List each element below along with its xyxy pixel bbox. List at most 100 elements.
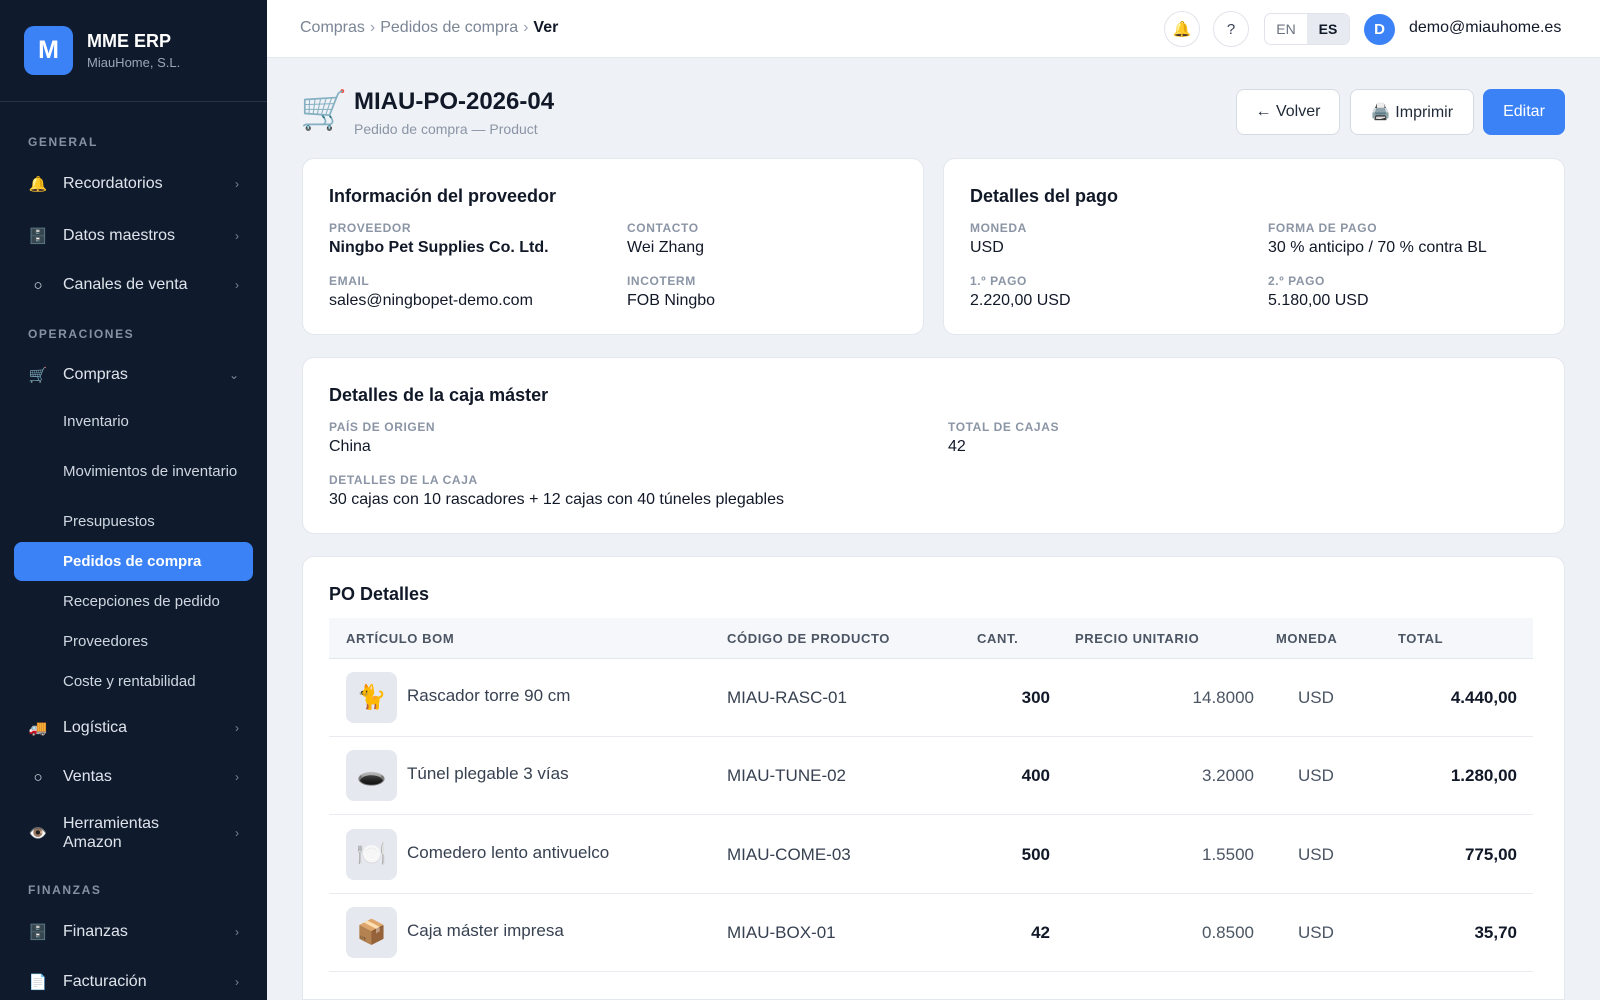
payment-method-field: FORMA DE PAGO 30 % anticipo / 70 % contr… [1268,221,1487,257]
sidebar-item-logistica[interactable]: 🚚 Logística › [14,708,253,748]
column-header[interactable]: PRECIO UNITARIO [1075,631,1200,646]
item-unit-price: 14.8000 [1192,688,1254,707]
notifications-button[interactable]: 🔔 [1164,11,1200,47]
column-header[interactable]: TOTAL [1398,631,1444,646]
chevron-down-icon: ⌄ [228,368,239,382]
field-label: EMAIL [329,274,370,288]
item-code: MIAU-TUNE-02 [727,766,847,785]
cabinet-icon: 🗄️ [28,228,48,245]
field-label: 1.º PAGO [970,274,1027,288]
table-row[interactable]: 🍽️ Comedero lento antivuelco MIAU-COME-0… [329,816,1533,894]
master-box-card-title: Detalles de la caja máster [329,385,549,405]
item-unit-price: 3.2000 [1202,766,1254,785]
field-label: CONTACTO [627,221,699,235]
sidebar-subitem-presupuestos[interactable]: Presupuestos [63,512,155,530]
chevron-right-icon: › [235,721,239,735]
sidebar-subitem-pedidos[interactable]: Pedidos de compra [14,542,253,581]
item-name: Caja máster impresa [407,921,564,940]
chevron-right-icon: › [235,925,239,939]
bell-icon: 🔔 [28,176,48,193]
avatar[interactable]: D [1364,14,1395,45]
breadcrumb: Compras › Pedidos de compra › Ver [300,19,558,37]
item-currency: USD [1298,923,1334,942]
cabinet-icon: 🗄️ [28,924,48,941]
sidebar-item-herramientas-amazon[interactable]: 👁️ Herramientas Amazon › [14,810,253,856]
payment-card-title: Detalles del pago [970,186,1119,206]
breadcrumb-pedidos[interactable]: Pedidos de compra [380,19,519,36]
table-row[interactable]: 📦 Caja máster impresa MIAU-BOX-01 42 0.8… [329,894,1533,972]
sidebar-item-facturacion[interactable]: 📄 Facturación › [14,962,253,1000]
topbar: Compras › Pedidos de compra › Ver 🔔 ? EN ES … [267,0,1600,58]
field-value: China [329,438,371,455]
sidebar-subitem-coste[interactable]: Coste y rentabilidad [63,672,196,690]
sidebar-item-recordatorios[interactable]: 🔔 Recordatorios › [14,164,253,204]
column-header[interactable]: ARTÍCULO BOM [346,631,455,646]
item-code: MIAU-BOX-01 [727,923,836,942]
chevron-right-icon: › [235,229,239,243]
page-title: MIAU-PO-2026-04 [354,88,555,115]
sidebar-item-label: Finanzas [63,923,128,940]
sidebar-subitem-inventario[interactable]: Inventario [63,412,129,430]
sidebar-subitem-proveedores[interactable]: Proveedores [63,632,149,650]
item-total: 775,00 [1465,845,1517,864]
field-value: Wei Zhang [627,239,705,256]
field-label: INCOTERM [627,274,696,288]
sidebar-item-canales-venta[interactable]: ○ Canales de venta › [14,265,253,305]
field-label: FORMA DE PAGO [1268,221,1378,235]
sidebar-item-label: Datos maestros [63,227,176,244]
lang-es-option[interactable]: ES [1307,14,1349,44]
chevron-right-icon: › [235,770,239,784]
column-header[interactable]: MONEDA [1276,631,1338,646]
field-value: 5.180,00 USD [1268,292,1369,309]
back-button[interactable]: ← Volver [1236,89,1340,135]
field-value: 2.220,00 USD [970,292,1071,309]
field-value: 30 cajas con 10 rascadores + 12 cajas co… [329,491,784,508]
product-thumbnail: 🐈 [346,672,397,723]
sidebar-item-finanzas[interactable]: 🗄️ Finanzas › [14,912,253,952]
sidebar-subitem-movimientos[interactable]: Movimientos de inventario [63,462,238,480]
lang-en-option[interactable]: EN [1276,21,1296,37]
field-label: 2.º PAGO [1268,274,1325,288]
help-button[interactable]: ? [1213,11,1249,47]
sidebar-item-ventas[interactable]: ○ Ventas › [14,757,253,797]
item-code: MIAU-RASC-01 [727,688,847,707]
po-details-title: PO Detalles [329,584,430,604]
sidebar-item-label: Herramientas Amazon [63,815,160,851]
table-row[interactable]: 🐈 Rascador torre 90 cm MIAU-RASC-01 300 … [329,659,1533,737]
item-name: Rascador torre 90 cm [407,686,571,705]
incoterm-field: INCOTERM FOB Ningbo [627,274,715,310]
field-value: 42 [948,438,966,455]
master-box-card: Detalles de la caja máster PAÍS DE ORIGE… [302,357,1565,534]
brand-company: MiauHome, S.L. [87,55,181,70]
sidebar-item-label: Compras [63,366,128,383]
sidebar-subitem-recepciones[interactable]: Recepciones de pedido [63,592,220,610]
item-unit-price: 1.5500 [1202,845,1254,864]
user-email[interactable]: demo@miauhome.es [1409,19,1562,36]
eye-icon: 👁️ [28,825,48,842]
edit-button[interactable]: Editar [1483,89,1565,135]
table-row[interactable]: 🕳️ Túnel plegable 3 vías MIAU-TUNE-02 40… [329,737,1533,815]
column-header[interactable]: CANT. [977,631,1019,646]
product-thumbnail: 🕳️ [346,750,397,801]
section-operaciones: OPERACIONES [28,327,135,341]
sidebar-item-label: Canales de venta [63,276,188,293]
sidebar-item-compras[interactable]: 🛒 Compras ⌄ [14,355,253,395]
cart-icon: 🛒 [28,367,48,384]
document-icon: 📄 [28,974,48,991]
box-details-field: DETALLES DE LA CAJA 30 cajas con 10 rasc… [329,473,784,509]
sidebar-item-datos-maestros[interactable]: 🗄️ Datos maestros › [14,216,253,256]
contact-field: CONTACTO Wei Zhang [627,221,704,257]
chevron-right-icon: › [235,278,239,292]
print-button[interactable]: 🖨️ Imprimir [1350,89,1474,135]
brand[interactable]: M MME ERP MiauHome, S.L. [0,0,267,102]
item-qty: 42 [1031,923,1050,942]
origin-field: PAÍS DE ORIGEN China [329,420,435,456]
field-value: USD [970,239,1004,256]
chevron-right-icon: › [235,826,239,840]
product-thumbnail: 🍽️ [346,829,397,880]
item-name: Comedero lento antivuelco [407,843,610,862]
column-header[interactable]: CÓDIGO DE PRODUCTO [727,631,890,646]
breadcrumb-compras[interactable]: Compras [300,19,365,36]
po-details-card: PO Detalles ARTÍCULO BOM CÓDIGO DE PRODU… [302,556,1565,1000]
chevron-right-icon: › [235,975,239,989]
